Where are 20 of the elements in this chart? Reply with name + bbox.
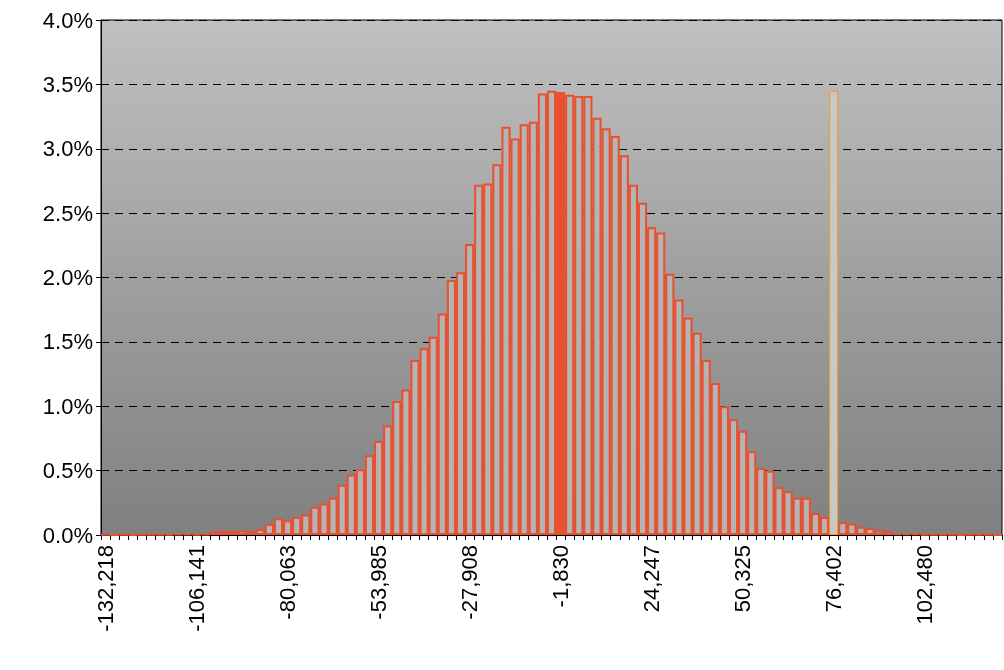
y-tick-label: 2.5% xyxy=(42,200,93,226)
x-tick-label: -53,985 xyxy=(366,545,392,620)
x-tick-label: -106,141 xyxy=(184,545,210,632)
x-tick-label: -80,063 xyxy=(275,545,301,620)
y-tick-label: 4.0% xyxy=(42,7,93,33)
x-tick-label: 50,325 xyxy=(730,545,756,613)
x-tick-label: 102,480 xyxy=(912,545,938,625)
x-tick-label: -132,218 xyxy=(93,545,119,632)
x-tick-label: 24,247 xyxy=(639,545,665,613)
y-tick-label: 2.0% xyxy=(42,265,93,290)
y-tick-label: 1.5% xyxy=(42,329,93,355)
x-tick-label: -27,908 xyxy=(457,545,483,620)
y-tick-label: 1.0% xyxy=(42,393,93,419)
x-tick-label: -1,830 xyxy=(548,545,574,608)
y-tick-label: 3.5% xyxy=(42,71,93,97)
y-tick-label: 3.0% xyxy=(42,136,93,162)
y-tick-label: 0.5% xyxy=(42,458,93,484)
bar xyxy=(829,90,839,535)
x-tick-label: 76,402 xyxy=(821,545,847,613)
y-tick-label: 0.0% xyxy=(42,522,93,548)
